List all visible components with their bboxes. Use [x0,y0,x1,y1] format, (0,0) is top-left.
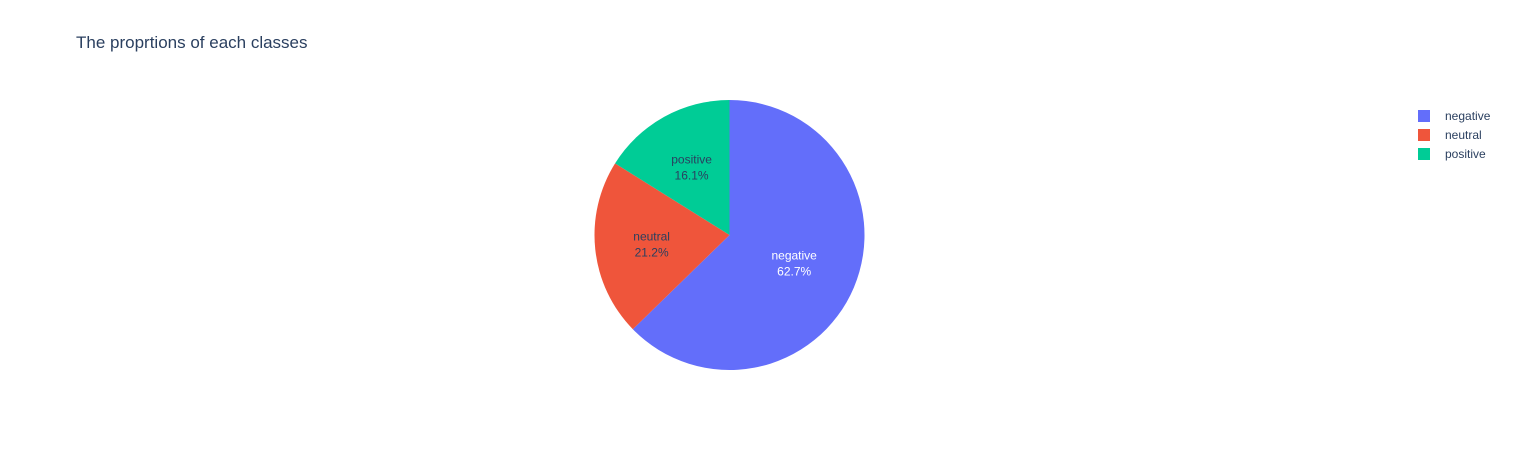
legend-item-positive[interactable]: positive [1418,144,1490,163]
slice-percent-neutral: 21.2% [635,245,669,259]
pie-slices [594,100,865,370]
legend-swatch-neutral [1418,128,1430,141]
pie-slice-negative[interactable] [632,100,865,370]
slice-label-positive: positive [671,153,712,167]
slice-label-negative: negative [771,248,817,262]
slice-percent-positive: 16.1% [675,169,709,183]
legend-swatch-positive [1418,147,1430,160]
legend-label-positive: positive [1445,146,1486,161]
slice-label-neutral: neutral [633,229,670,243]
legend-label-neutral: neutral [1445,127,1482,142]
legend-item-negative[interactable]: negative [1418,106,1490,125]
legend: negative neutral positive [1418,106,1490,163]
slice-percent-negative: 62.7% [777,264,811,278]
legend-item-neutral[interactable]: neutral [1418,125,1490,144]
pie-slice-positive[interactable] [615,100,730,235]
legend-swatch-negative [1418,109,1430,122]
chart-title: The proprtions of each classes [76,33,308,52]
legend-label-negative: negative [1445,108,1491,123]
pie-labels: negative 62.7% neutral 21.2% positive 16.1% [633,153,817,279]
pie-slice-neutral[interactable] [594,163,730,330]
